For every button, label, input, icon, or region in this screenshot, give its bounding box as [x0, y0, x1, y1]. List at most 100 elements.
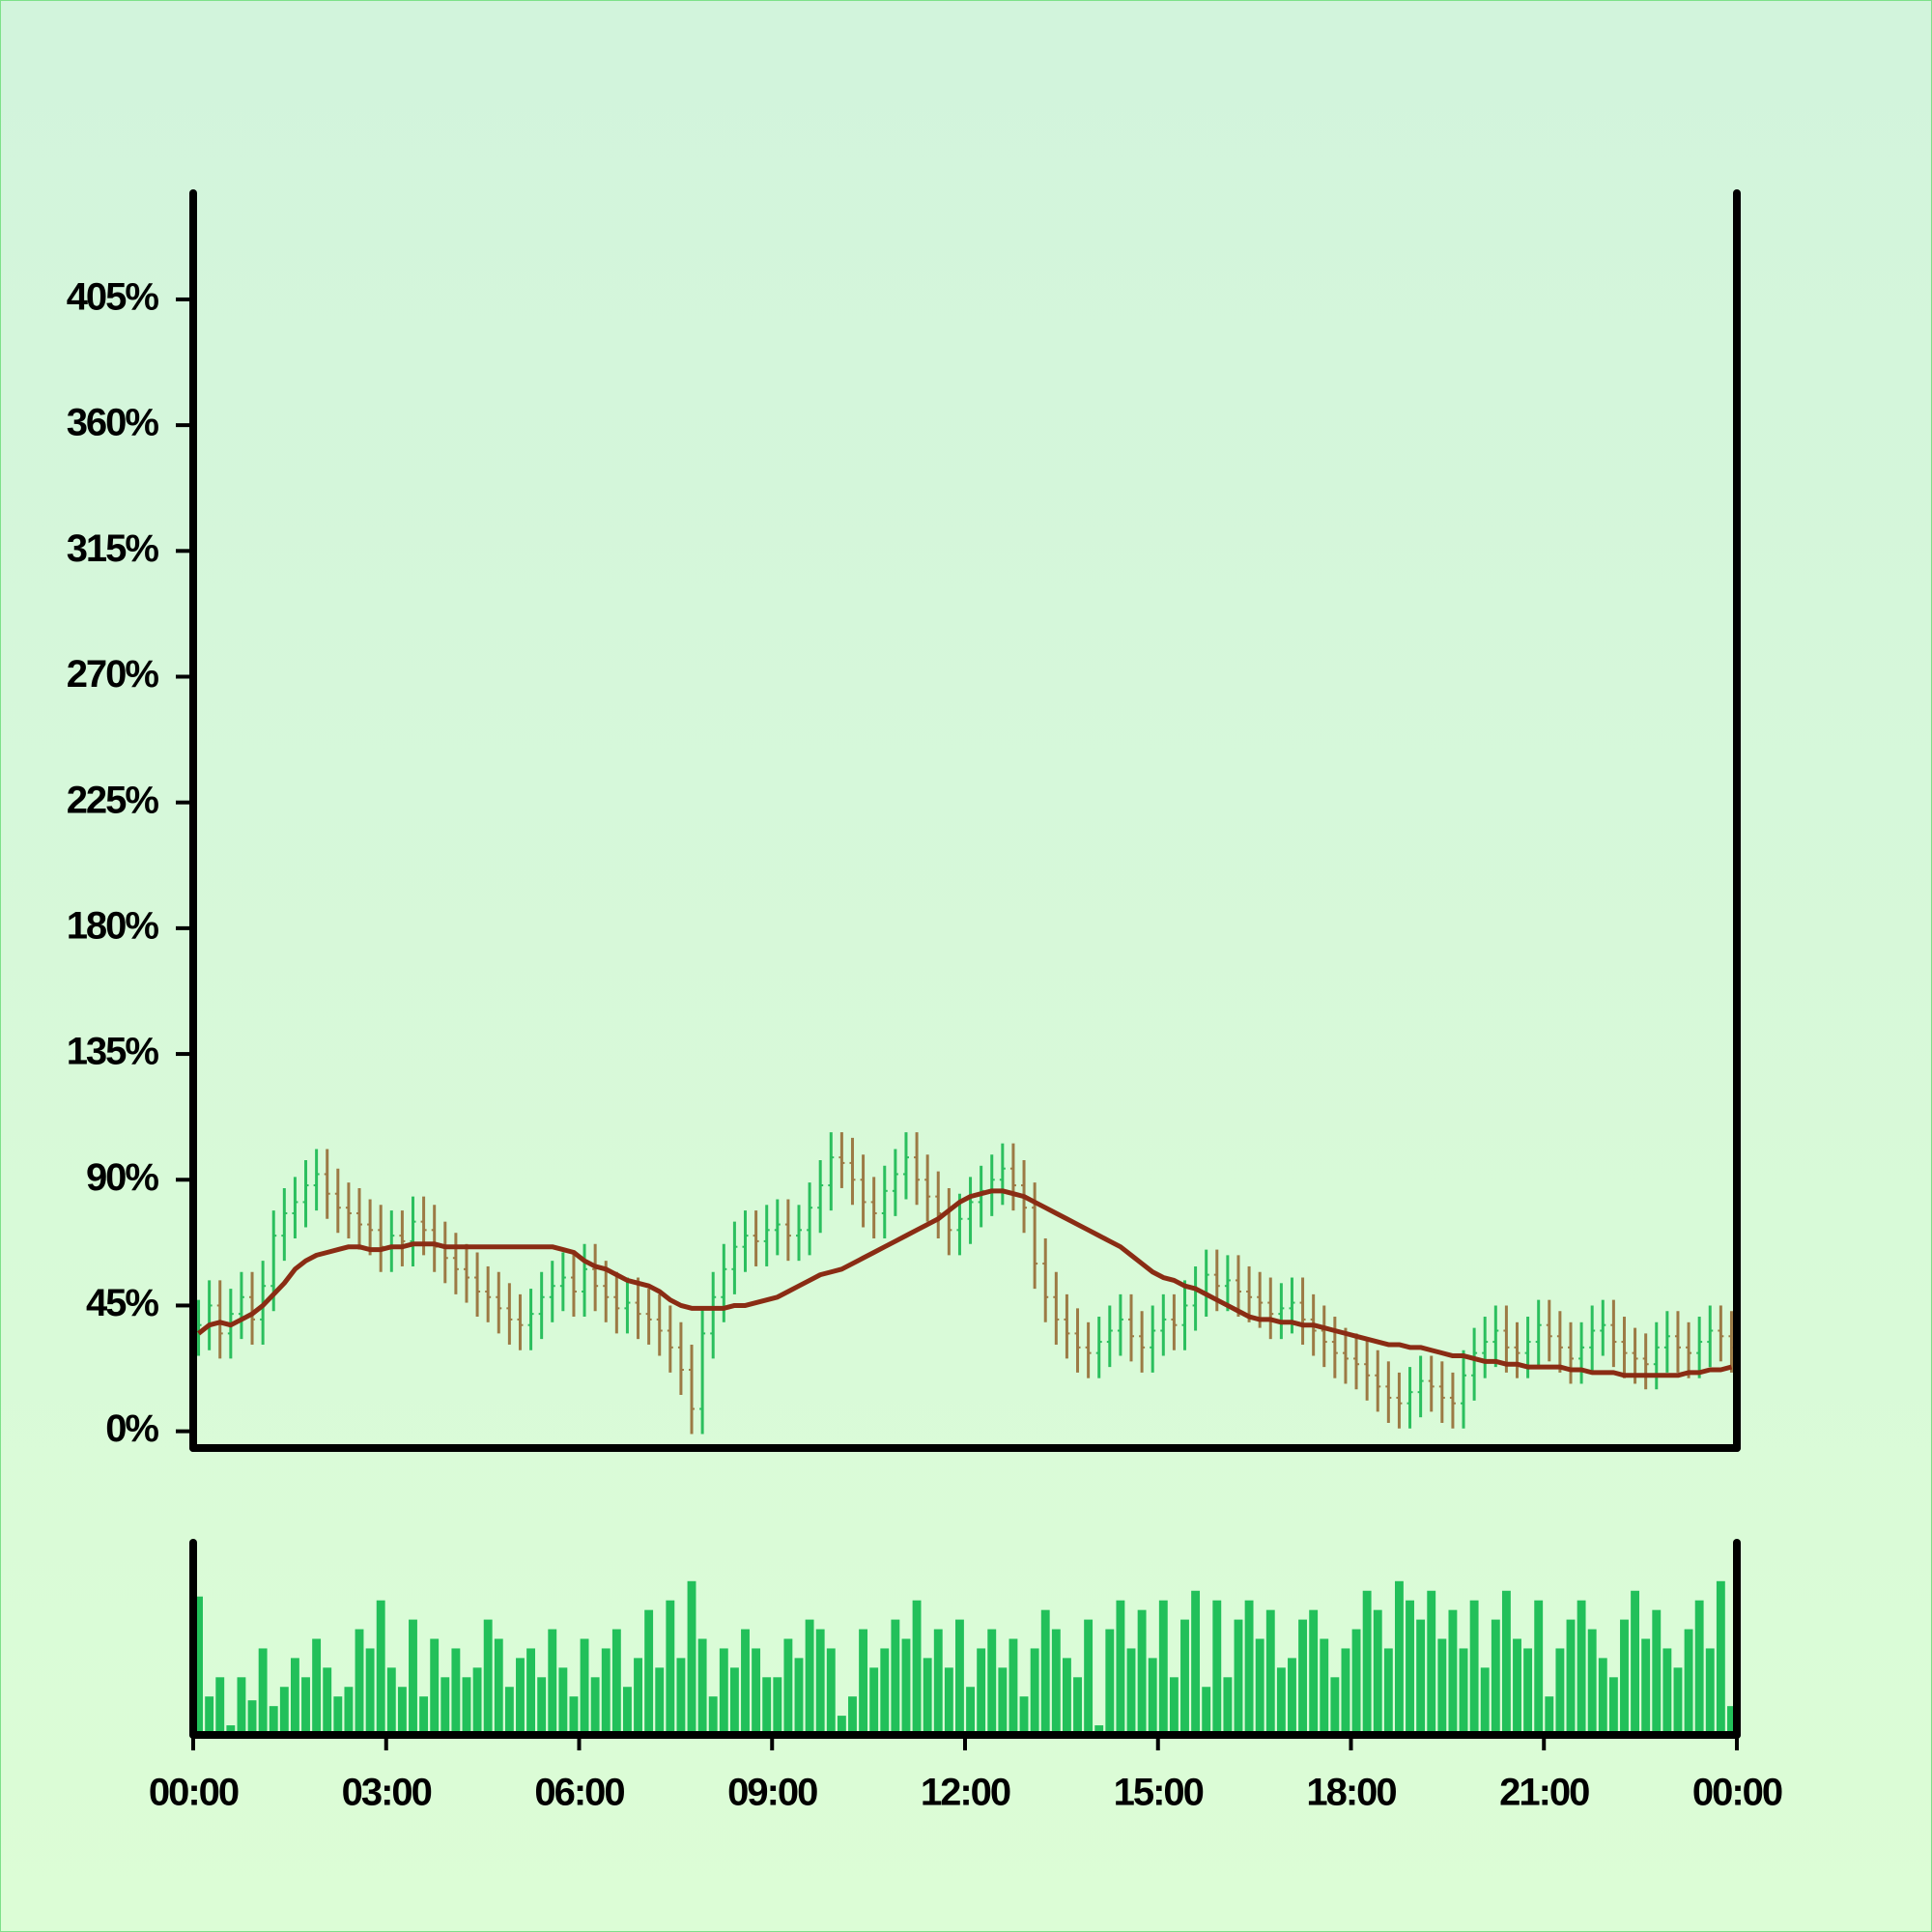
volume-bar [1394, 1580, 1404, 1735]
x-tick-label: 00:00 [1692, 1772, 1782, 1814]
volume-bar [205, 1696, 214, 1735]
volume-bar [226, 1725, 236, 1735]
volume-bar [1051, 1629, 1061, 1735]
volume-bar [1362, 1590, 1372, 1735]
volume-bar [1587, 1629, 1597, 1735]
volume-bar [365, 1648, 375, 1735]
volume-bar [1705, 1648, 1715, 1735]
volume-bar [1341, 1648, 1350, 1735]
volume-bar [1491, 1619, 1500, 1735]
volume-bar [1191, 1590, 1201, 1735]
volume-bar [1598, 1658, 1607, 1735]
volume-bar [386, 1667, 396, 1735]
volume-bar [1202, 1687, 1211, 1735]
volume-bar [848, 1696, 857, 1735]
volume-bar [269, 1706, 278, 1735]
volume-bar [419, 1696, 429, 1735]
volume-bar [1265, 1609, 1275, 1735]
volume-bar [258, 1648, 268, 1735]
volume-bar [1459, 1648, 1468, 1735]
volume-bar [1437, 1638, 1447, 1735]
volume-bar [397, 1687, 407, 1735]
volume-bar [1427, 1590, 1436, 1735]
volume-bar [1158, 1600, 1168, 1735]
volume-bar [1255, 1638, 1264, 1735]
volume-bar [859, 1629, 868, 1735]
volume-bar [516, 1658, 525, 1735]
volume-bar [1116, 1600, 1125, 1735]
volume-bar [912, 1600, 922, 1735]
volume-bar [1040, 1609, 1050, 1735]
volume-bar [805, 1619, 814, 1735]
volume-bar [955, 1619, 964, 1735]
volume-bar [1673, 1667, 1683, 1735]
volume-bar [1577, 1600, 1586, 1735]
volume-bar [1212, 1600, 1222, 1735]
volume-bar [815, 1629, 825, 1735]
y-tick-label: 405% [67, 276, 159, 319]
volume-bar [1351, 1629, 1361, 1735]
volume-bar [1684, 1629, 1693, 1735]
volume-bar [290, 1658, 299, 1735]
volume-bar [1631, 1590, 1640, 1735]
volume-bar [644, 1609, 654, 1735]
volume-bar [1244, 1600, 1254, 1735]
y-tick-label: 0% [105, 1407, 158, 1450]
volume-bar [1513, 1638, 1521, 1735]
volume-bar [794, 1658, 804, 1735]
volume-bar [590, 1677, 600, 1735]
volume-bar [1416, 1619, 1426, 1735]
volume-bar [1652, 1609, 1662, 1735]
volume-bar [729, 1667, 739, 1735]
volume-bar [1480, 1667, 1490, 1735]
volume-bar [1126, 1648, 1136, 1735]
volume-bar [1694, 1600, 1704, 1735]
volume-bar [1105, 1629, 1115, 1735]
volume-bar [1234, 1619, 1243, 1735]
volume-bar [783, 1638, 793, 1735]
volume-bar [655, 1667, 665, 1735]
volume-bar [1501, 1590, 1511, 1735]
volume-bar [687, 1580, 696, 1735]
volume-bar [1727, 1706, 1736, 1735]
volume-bar [312, 1638, 322, 1735]
volume-bar [1276, 1667, 1286, 1735]
volume-bar [1716, 1580, 1725, 1735]
volume-bar [472, 1667, 482, 1735]
volume-bar [580, 1638, 589, 1735]
volume-bar [923, 1658, 932, 1735]
volume-bar [880, 1648, 890, 1735]
volume-bar [237, 1677, 246, 1735]
volume-bar [333, 1696, 343, 1735]
volume-bar [741, 1629, 750, 1735]
volume-bar [1019, 1696, 1029, 1735]
volume-bar [1620, 1619, 1629, 1735]
x-tick-label: 12:00 [921, 1772, 1010, 1814]
volume-bar [494, 1638, 503, 1735]
volume-bar [634, 1658, 642, 1735]
x-tick-label: 00:00 [149, 1772, 239, 1814]
volume-bar [1406, 1600, 1414, 1735]
volume-bar [483, 1619, 493, 1735]
volume-bar [194, 1596, 203, 1735]
volume-bar [569, 1696, 579, 1735]
volume-bar [526, 1648, 536, 1735]
x-tick-label: 18:00 [1306, 1772, 1396, 1814]
volume-bar [752, 1648, 761, 1735]
volume-bar [1137, 1609, 1147, 1735]
y-tick-label: 90% [86, 1156, 158, 1199]
volume-bar [1534, 1600, 1544, 1735]
volume-bar [1469, 1600, 1479, 1735]
volume-bar [998, 1667, 1008, 1735]
volume-bar [1298, 1619, 1308, 1735]
volume-bar [1608, 1677, 1618, 1735]
volume-bar [323, 1667, 332, 1735]
volume-bar [1169, 1677, 1179, 1735]
volume-bar [1330, 1677, 1340, 1735]
volume-bar [537, 1677, 547, 1735]
volume-bar [1523, 1648, 1533, 1735]
volume-bar [1148, 1658, 1157, 1735]
volume-bar [504, 1687, 514, 1735]
